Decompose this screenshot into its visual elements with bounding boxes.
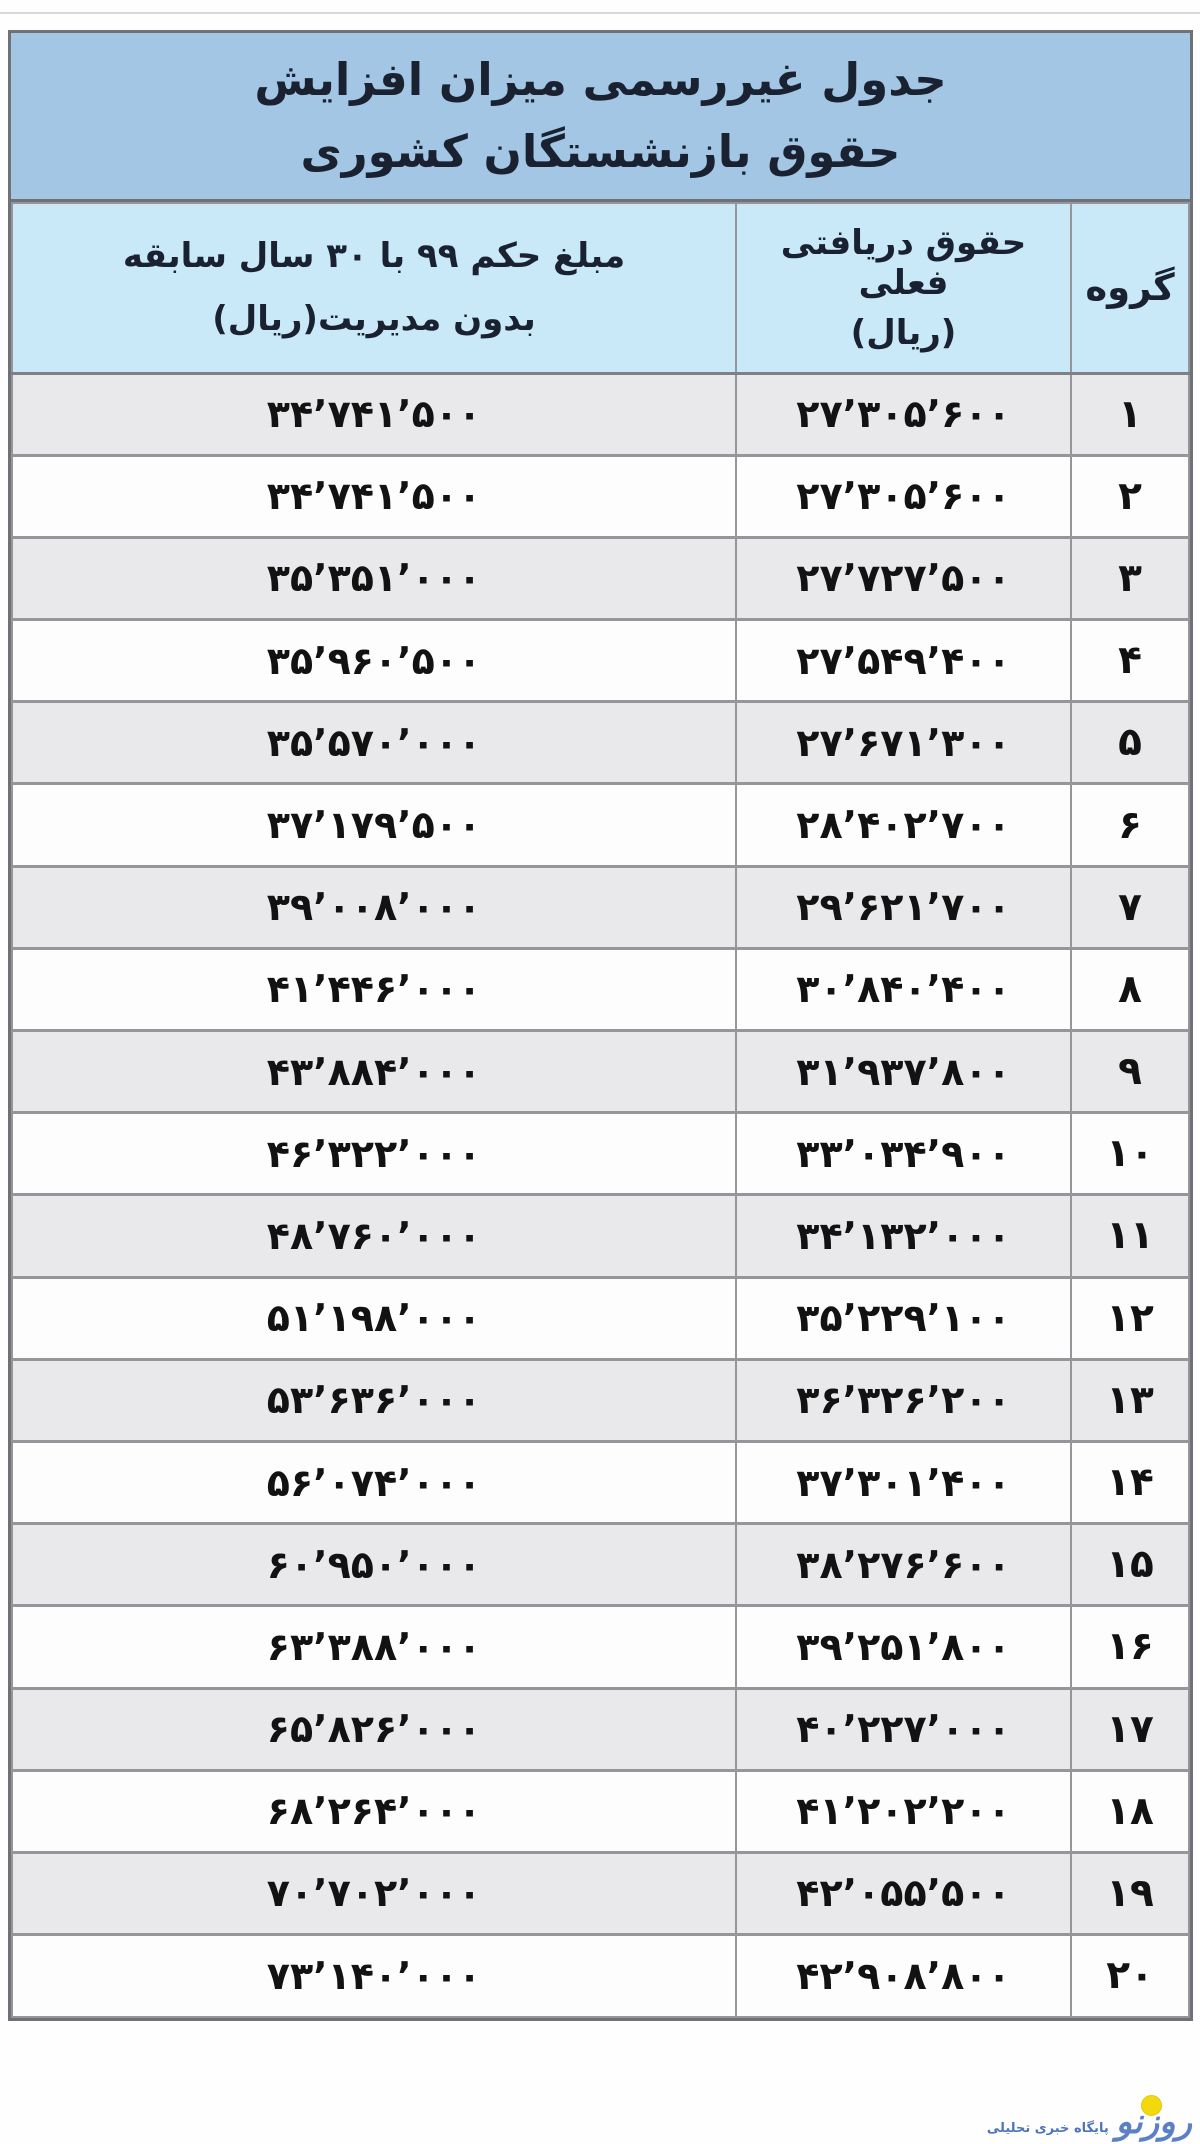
table-row: ۶ ۲۸٬۴۰۲٬۷۰۰ ۳۷٬۱۷۹٬۵۰۰	[11, 782, 1190, 868]
current-salary-cell: ۲۸٬۴۰۲٬۷۰۰	[735, 782, 1072, 868]
pension-table: گروه حقوق دریافتی فعلی (ریال) مبلغ حکم ۹…	[11, 202, 1190, 2018]
current-salary-cell: ۳۱٬۹۳۷٬۸۰۰	[735, 1028, 1072, 1114]
table-row: ۱۰ ۳۳٬۰۳۴٬۹۰۰ ۴۶٬۳۲۲٬۰۰۰	[11, 1111, 1190, 1196]
decree-amount-cell: ۶۵٬۸۲۶٬۰۰۰	[11, 1686, 737, 1772]
table-row: ۹ ۳۱٬۹۳۷٬۸۰۰ ۴۳٬۸۸۴٬۰۰۰	[11, 1028, 1190, 1114]
table-row: ۱۶ ۳۹٬۲۵۱٬۸۰۰ ۶۳٬۳۸۸٬۰۰۰	[11, 1604, 1190, 1690]
group-cell: ۹	[1070, 1028, 1190, 1114]
column-header-current-line1: حقوق دریافتی فعلی	[780, 222, 1027, 303]
group-cell: ۱	[1070, 371, 1190, 457]
current-salary-cell: ۲۷٬۳۰۵٬۶۰۰	[735, 371, 1072, 457]
current-salary-cell: ۳۷٬۳۰۱٬۴۰۰	[735, 1439, 1072, 1525]
decree-amount-cell: ۳۷٬۱۷۹٬۵۰۰	[11, 782, 737, 868]
decree-amount-cell: ۷۳٬۱۴۰٬۰۰۰	[11, 1933, 737, 2018]
table-row: ۱ ۲۷٬۳۰۵٬۶۰۰ ۳۴٬۷۴۱٬۵۰۰	[11, 371, 1190, 457]
decree-amount-cell: ۷۰٬۷۰۲٬۰۰۰	[11, 1850, 737, 1936]
group-cell: ۱۷	[1070, 1686, 1190, 1772]
decree-amount-cell: ۴۳٬۸۸۴٬۰۰۰	[11, 1028, 737, 1114]
group-cell: ۲۰	[1070, 1933, 1190, 2018]
decree-amount-cell: ۴۱٬۴۴۶٬۰۰۰	[11, 946, 737, 1032]
current-salary-cell: ۴۲٬۹۰۸٬۸۰۰	[735, 1933, 1072, 2018]
decree-amount-cell: ۳۵٬۵۷۰٬۰۰۰	[11, 700, 737, 785]
group-cell: ۱۲	[1070, 1275, 1190, 1361]
current-salary-cell: ۳۶٬۳۲۶٬۲۰۰	[735, 1357, 1072, 1443]
current-salary-cell: ۳۴٬۱۳۲٬۰۰۰	[735, 1193, 1072, 1279]
decree-amount-cell: ۳۵٬۳۵۱٬۰۰۰	[11, 535, 737, 621]
group-cell: ۱۵	[1070, 1522, 1190, 1607]
pension-table-frame: جدول غیررسمی میزان افزایش حقوق بازنشستگا…	[8, 30, 1193, 2021]
decree-amount-cell: ۶۳٬۳۸۸٬۰۰۰	[11, 1604, 737, 1690]
current-salary-cell: ۴۰٬۲۲۷٬۰۰۰	[735, 1686, 1072, 1772]
decree-amount-cell: ۴۶٬۳۲۲٬۰۰۰	[11, 1111, 737, 1196]
table-row: ۱۵ ۳۸٬۲۷۶٬۶۰۰ ۶۰٬۹۵۰٬۰۰۰	[11, 1522, 1190, 1607]
table-row: ۷ ۲۹٬۶۲۱٬۷۰۰ ۳۹٬۰۰۸٬۰۰۰	[11, 864, 1190, 950]
current-salary-cell: ۲۷٬۵۴۹٬۴۰۰	[735, 618, 1072, 703]
table-row: ۲ ۲۷٬۳۰۵٬۶۰۰ ۳۴٬۷۴۱٬۵۰۰	[11, 453, 1190, 539]
group-cell: ۴	[1070, 618, 1190, 703]
current-salary-cell: ۲۷٬۶۷۱٬۳۰۰	[735, 700, 1072, 785]
decree-amount-cell: ۴۸٬۷۶۰٬۰۰۰	[11, 1193, 737, 1279]
table-row: ۱۱ ۳۴٬۱۳۲٬۰۰۰ ۴۸٬۷۶۰٬۰۰۰	[11, 1193, 1190, 1279]
decree-amount-cell: ۶۸٬۲۶۴٬۰۰۰	[11, 1768, 737, 1854]
decree-amount-cell: ۳۹٬۰۰۸٬۰۰۰	[11, 864, 737, 950]
rooznow-watermark: روزنو پایگاه خبری تحلیلی	[986, 2095, 1192, 2142]
group-cell: ۱۰	[1070, 1111, 1190, 1196]
table-row: ۱۲ ۳۵٬۲۲۹٬۱۰۰ ۵۱٬۱۹۸٬۰۰۰	[11, 1275, 1190, 1361]
current-salary-cell: ۴۲٬۰۵۵٬۵۰۰	[735, 1850, 1072, 1936]
current-salary-cell: ۲۷٬۷۲۷٬۵۰۰	[735, 535, 1072, 621]
header-row: گروه حقوق دریافتی فعلی (ریال) مبلغ حکم ۹…	[11, 202, 1190, 375]
current-salary-cell: ۳۵٬۲۲۹٬۱۰۰	[735, 1275, 1072, 1361]
table-row: ۱۸ ۴۱٬۲۰۲٬۲۰۰ ۶۸٬۲۶۴٬۰۰۰	[11, 1768, 1190, 1854]
table-row: ۱۳ ۳۶٬۳۲۶٬۲۰۰ ۵۳٬۶۳۶٬۰۰۰	[11, 1357, 1190, 1443]
table-row: ۴ ۲۷٬۵۴۹٬۴۰۰ ۳۵٬۹۶۰٬۵۰۰	[11, 618, 1190, 703]
table-row: ۵ ۲۷٬۶۷۱٬۳۰۰ ۳۵٬۵۷۰٬۰۰۰	[11, 700, 1190, 785]
group-cell: ۱۳	[1070, 1357, 1190, 1443]
decree-amount-cell: ۶۰٬۹۵۰٬۰۰۰	[11, 1522, 737, 1607]
current-salary-cell: ۳۹٬۲۵۱٬۸۰۰	[735, 1604, 1072, 1690]
group-cell: ۱۴	[1070, 1439, 1190, 1525]
group-cell: ۱۸	[1070, 1768, 1190, 1854]
table-title: جدول غیررسمی میزان افزایش حقوق بازنشستگا…	[11, 33, 1190, 202]
group-cell: ۷	[1070, 864, 1190, 950]
column-header-current-salary: حقوق دریافتی فعلی (ریال)	[735, 202, 1072, 375]
rooznow-logo: روزنو	[1116, 2095, 1192, 2142]
table-row: ۳ ۲۷٬۷۲۷٬۵۰۰ ۳۵٬۳۵۱٬۰۰۰	[11, 535, 1190, 621]
current-salary-cell: ۳۳٬۰۳۴٬۹۰۰	[735, 1111, 1072, 1196]
table-row: ۱۹ ۴۲٬۰۵۵٬۵۰۰ ۷۰٬۷۰۲٬۰۰۰	[11, 1850, 1190, 1936]
current-salary-cell: ۳۸٬۲۷۶٬۶۰۰	[735, 1522, 1072, 1607]
column-header-decree-line2: بدون مدیریت(ریال)	[212, 299, 536, 340]
current-salary-cell: ۲۷٬۳۰۵٬۶۰۰	[735, 453, 1072, 539]
yellow-dot-icon	[1141, 2095, 1162, 2116]
watermark-tagline: پایگاه خبری تحلیلی	[986, 2121, 1109, 2136]
group-cell: ۸	[1070, 946, 1190, 1032]
decree-amount-cell: ۵۱٬۱۹۸٬۰۰۰	[11, 1275, 737, 1361]
group-cell: ۳	[1070, 535, 1190, 621]
group-cell: ۶	[1070, 782, 1190, 868]
group-cell: ۲	[1070, 453, 1190, 539]
column-header-group: گروه	[1070, 202, 1190, 375]
current-salary-cell: ۲۹٬۶۲۱٬۷۰۰	[735, 864, 1072, 950]
decree-amount-cell: ۵۶٬۰۷۴٬۰۰۰	[11, 1439, 737, 1525]
group-cell: ۱۶	[1070, 1604, 1190, 1690]
decree-amount-cell: ۵۳٬۶۳۶٬۰۰۰	[11, 1357, 737, 1443]
table-row: ۸ ۳۰٬۸۴۰٬۴۰۰ ۴۱٬۴۴۶٬۰۰۰	[11, 946, 1190, 1032]
decree-amount-cell: ۳۴٬۷۴۱٬۵۰۰	[11, 453, 737, 539]
table-row: ۱۴ ۳۷٬۳۰۱٬۴۰۰ ۵۶٬۰۷۴٬۰۰۰	[11, 1439, 1190, 1525]
table-title-line1: جدول غیررسمی میزان افزایش	[254, 53, 947, 106]
group-cell: ۱۱	[1070, 1193, 1190, 1279]
decree-amount-cell: ۳۵٬۹۶۰٬۵۰۰	[11, 618, 737, 703]
column-header-decree-amount: مبلغ حکم ۹۹ با ۳۰ سال سابقه بدون مدیریت(…	[11, 202, 737, 375]
table-row: ۱۷ ۴۰٬۲۲۷٬۰۰۰ ۶۵٬۸۲۶٬۰۰۰	[11, 1686, 1190, 1772]
column-header-decree-line1: مبلغ حکم ۹۹ با ۳۰ سال سابقه	[122, 236, 626, 277]
column-header-current-line2: (ریال)	[850, 312, 957, 353]
table-title-line2: حقوق بازنشستگان کشوری	[300, 125, 901, 178]
top-hairline	[0, 12, 1200, 14]
group-cell: ۵	[1070, 700, 1190, 785]
decree-amount-cell: ۳۴٬۷۴۱٬۵۰۰	[11, 371, 737, 457]
group-cell: ۱۹	[1070, 1850, 1190, 1936]
table-row: ۲۰ ۴۲٬۹۰۸٬۸۰۰ ۷۳٬۱۴۰٬۰۰۰	[11, 1933, 1190, 2018]
current-salary-cell: ۴۱٬۲۰۲٬۲۰۰	[735, 1768, 1072, 1854]
current-salary-cell: ۳۰٬۸۴۰٬۴۰۰	[735, 946, 1072, 1032]
